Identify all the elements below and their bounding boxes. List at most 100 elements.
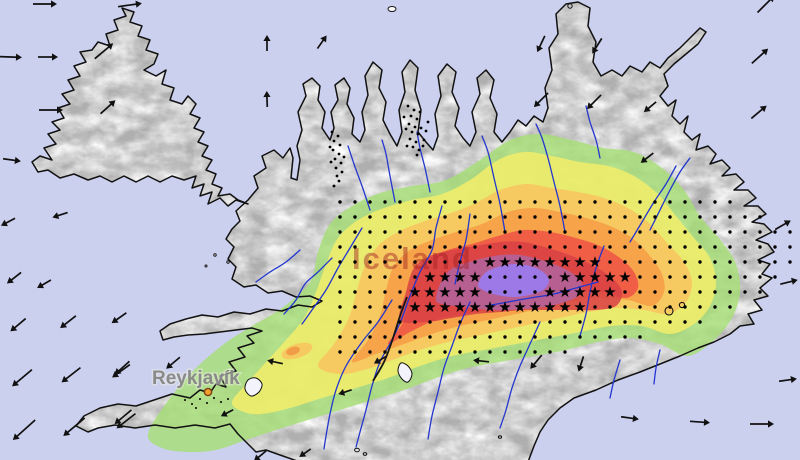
large-quake-star-icon: ★ bbox=[543, 283, 556, 301]
arrow-head bbox=[761, 48, 769, 56]
earthquake-clusters bbox=[184, 104, 430, 409]
intensity-dot-icon bbox=[383, 245, 387, 249]
large-quake-star-icon: ★ bbox=[453, 298, 466, 316]
intensity-dot-icon bbox=[743, 260, 747, 264]
intensity-dot-icon bbox=[353, 305, 357, 309]
intensity-dot-icon bbox=[518, 275, 522, 279]
river-13 bbox=[649, 157, 691, 231]
intensity-dot-icon bbox=[398, 260, 402, 264]
large-quake-star-icon: ★ bbox=[453, 283, 466, 301]
large-quake-star-icon: ★ bbox=[603, 268, 616, 286]
arrow-shaft bbox=[117, 409, 132, 423]
cluster-eyjafjordur-dot bbox=[413, 125, 417, 129]
intensity-dot-icon bbox=[608, 245, 612, 249]
intensity-dot-icon bbox=[758, 290, 762, 294]
intensity-dot-icon bbox=[503, 245, 507, 249]
intensity-dot-icon bbox=[638, 320, 642, 324]
cluster-skagafjordur-dot bbox=[339, 161, 343, 165]
arrow-head bbox=[12, 379, 19, 387]
intensity-dot-icon bbox=[383, 215, 387, 219]
intensity-dot-icon bbox=[518, 290, 522, 294]
intensity-dot-icon bbox=[788, 230, 792, 234]
large-quake-star-icon: ★ bbox=[438, 298, 451, 316]
intensity-dot-icon bbox=[683, 200, 687, 204]
large-quake-star-icon: ★ bbox=[468, 283, 481, 301]
intensity-dot-icon bbox=[638, 305, 642, 309]
intensity-dot-icon bbox=[518, 215, 522, 219]
intensity-dot-icon bbox=[473, 245, 477, 249]
intensity-dot-icon bbox=[773, 230, 777, 234]
intensity-dot-icon bbox=[578, 200, 582, 204]
arrow-shaft bbox=[15, 419, 36, 438]
arrow-head bbox=[791, 277, 798, 285]
arrow-head bbox=[0, 219, 8, 227]
cluster-skagafjordur-dot bbox=[328, 145, 332, 149]
arrow-shaft bbox=[12, 317, 27, 330]
intensity-dot-icon bbox=[728, 290, 732, 294]
displacement-arrow-icon bbox=[780, 277, 798, 286]
westfjords-shape-coast bbox=[31, 7, 249, 207]
displacement-arrow-icon bbox=[117, 0, 142, 8]
lake-highland bbox=[397, 362, 413, 383]
intensity-dot-icon bbox=[788, 245, 792, 249]
cluster-eyjafjordur-dot bbox=[424, 129, 428, 133]
intensity-dot-icon bbox=[668, 305, 672, 309]
islet-5 bbox=[213, 253, 217, 257]
intensity-dot-icon bbox=[383, 200, 387, 204]
intensity-dot-icon bbox=[563, 215, 567, 219]
displacement-arrow-icon bbox=[12, 368, 33, 387]
intensity-dot-icon bbox=[368, 305, 372, 309]
intensity-dot-icon bbox=[728, 215, 732, 219]
arrow-head bbox=[338, 388, 346, 396]
intensity-dot-icon bbox=[398, 305, 402, 309]
arrow-head bbox=[135, 0, 142, 8]
country-watermark-label: Iceland bbox=[352, 241, 473, 276]
arrow-head bbox=[37, 281, 45, 289]
intensity-dot-icon bbox=[503, 320, 507, 324]
arrow-shaft bbox=[65, 417, 86, 435]
intensity-dot-icon bbox=[578, 215, 582, 219]
intensity-dot-icon bbox=[698, 275, 702, 279]
intensity-dot-icon bbox=[368, 290, 372, 294]
intensity-dot-icon bbox=[428, 200, 432, 204]
river-18 bbox=[454, 213, 471, 285]
river-1 bbox=[301, 227, 363, 325]
intensity-dot-icon bbox=[653, 215, 657, 219]
cluster-skagafjordur-dot bbox=[340, 170, 344, 174]
intensity-dot-icon bbox=[473, 215, 477, 219]
intensity-dot-icon bbox=[338, 350, 342, 354]
intensity-dot-icon bbox=[428, 350, 432, 354]
intensity-dot-icon bbox=[713, 290, 717, 294]
displacement-arrow-icon bbox=[373, 355, 387, 364]
large-quake-star-icon: ★ bbox=[498, 298, 511, 316]
displacement-arrow-icon bbox=[52, 211, 68, 220]
intensity-dot-icon bbox=[473, 230, 477, 234]
arrow-head bbox=[220, 410, 228, 417]
intensity-dot-icon bbox=[698, 215, 702, 219]
intensity-dot-icon bbox=[638, 215, 642, 219]
displacement-arrow-icon bbox=[536, 35, 546, 53]
arrow-head bbox=[586, 102, 594, 110]
intensity-dot-icon bbox=[383, 305, 387, 309]
cluster-eyjafjordur-dot bbox=[411, 145, 415, 149]
large-quake-star-icon: ★ bbox=[543, 253, 556, 271]
intensity-dot-icon bbox=[698, 290, 702, 294]
intensity-dot-icon bbox=[728, 260, 732, 264]
intensity-dot-icon bbox=[563, 320, 567, 324]
arrow-shaft bbox=[750, 107, 765, 120]
arrow-head bbox=[12, 433, 20, 441]
intensity-dot-icon bbox=[533, 245, 537, 249]
intensity-dot-icon bbox=[668, 260, 672, 264]
large-quake-star-icon: ★ bbox=[558, 283, 571, 301]
arrow-shaft bbox=[114, 312, 127, 322]
intensity-dot-icon bbox=[488, 215, 492, 219]
intensity-dot-icon bbox=[338, 275, 342, 279]
arrow-head bbox=[52, 53, 58, 61]
displacement-arrow-icon bbox=[473, 357, 490, 365]
displacement-arrow-icon bbox=[338, 388, 352, 396]
displacement-arrow-icon bbox=[530, 354, 543, 369]
river-3 bbox=[323, 299, 393, 450]
intensity-dot-icon bbox=[338, 305, 342, 309]
cluster-skagafjordur-dot bbox=[338, 143, 342, 147]
